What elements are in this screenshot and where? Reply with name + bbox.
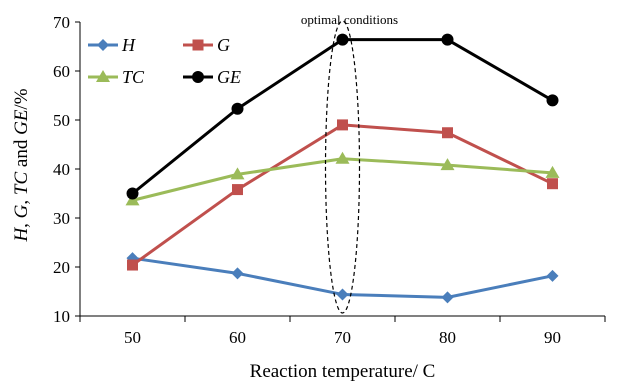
data-point-g: [127, 259, 138, 271]
data-point-h: [546, 269, 559, 282]
legend-item-h: H: [88, 35, 136, 55]
legend-item-tc: TC: [88, 67, 145, 87]
data-point-g: [547, 178, 558, 190]
data-point-tc: [545, 165, 560, 178]
legend-item-g: G: [183, 35, 230, 55]
series-line-tc: [132, 157, 553, 202]
axes: [79, 22, 605, 317]
y-axis-title-part: and: [11, 135, 32, 172]
data-point-tc: [440, 158, 455, 171]
data-point-h: [231, 267, 244, 280]
y-axis-title-part: GE: [11, 109, 32, 135]
legend-marker-tc: [96, 70, 110, 82]
series-line-g: [131, 123, 554, 267]
y-tick-label: 40: [53, 160, 70, 179]
data-point-ge: [126, 187, 139, 200]
legend-label-h: H: [121, 35, 136, 55]
optimal-conditions-label: optimal conditions: [301, 12, 398, 27]
legend-marker-ge: [192, 71, 204, 83]
y-tick-label: 10: [53, 307, 70, 326]
annotation: optimal conditions: [301, 12, 398, 314]
x-tick-label: 60: [229, 328, 246, 347]
x-ticks: 50 60 70 80 90: [79, 316, 606, 347]
data-point-g: [337, 119, 348, 131]
x-axis-title: Reaction temperature/ C: [250, 361, 436, 382]
y-axis-title-part: ,: [11, 218, 32, 228]
y-tick-label: 50: [53, 111, 70, 130]
y-axis-title-part: G: [11, 204, 32, 218]
y-tick-label: 60: [53, 62, 70, 81]
y-tick-label: 20: [53, 258, 70, 277]
legend: H G TC GE: [88, 35, 241, 87]
y-axis-title-part: TC: [11, 172, 32, 196]
legend-label-tc: TC: [122, 67, 145, 87]
y-axis-title: H, G, TC and GE/%: [11, 88, 32, 242]
y-axis-title-part: H: [11, 227, 32, 243]
y-tick-label: 30: [53, 209, 70, 228]
y-axis-title-part: /%: [11, 88, 32, 109]
data-point-ge: [546, 94, 559, 107]
optimal-conditions-ellipse: [324, 20, 361, 314]
y-axis-title-part: ,: [11, 195, 32, 205]
legend-item-ge: GE: [183, 67, 241, 87]
legend-marker-h: [97, 39, 109, 51]
data-point-tc: [230, 167, 245, 180]
data-point-ge: [231, 102, 244, 115]
x-tick-label: 90: [544, 328, 561, 347]
series-group: [125, 33, 560, 304]
legend-marker-g: [192, 39, 204, 51]
series-g: [127, 119, 558, 271]
x-tick-label: 80: [439, 328, 456, 347]
series-h: [126, 252, 559, 304]
data-point-g: [442, 127, 453, 139]
x-tick-label: 50: [124, 328, 141, 347]
series-line-ge: [131, 38, 554, 195]
y-tick-label: 70: [53, 13, 70, 32]
legend-label-g: G: [217, 35, 230, 55]
data-point-h: [441, 291, 454, 304]
series-tc: [125, 151, 560, 206]
y-ticks: 10 20 30 40 50 60 70: [53, 13, 80, 326]
data-point-ge: [441, 33, 454, 46]
legend-label-ge: GE: [217, 67, 241, 87]
x-tick-label: 70: [334, 328, 351, 347]
data-point-g: [232, 184, 243, 196]
data-point-h: [336, 288, 349, 301]
series-ge: [126, 33, 559, 200]
data-point-ge: [336, 33, 349, 46]
data-point-tc: [335, 151, 350, 164]
